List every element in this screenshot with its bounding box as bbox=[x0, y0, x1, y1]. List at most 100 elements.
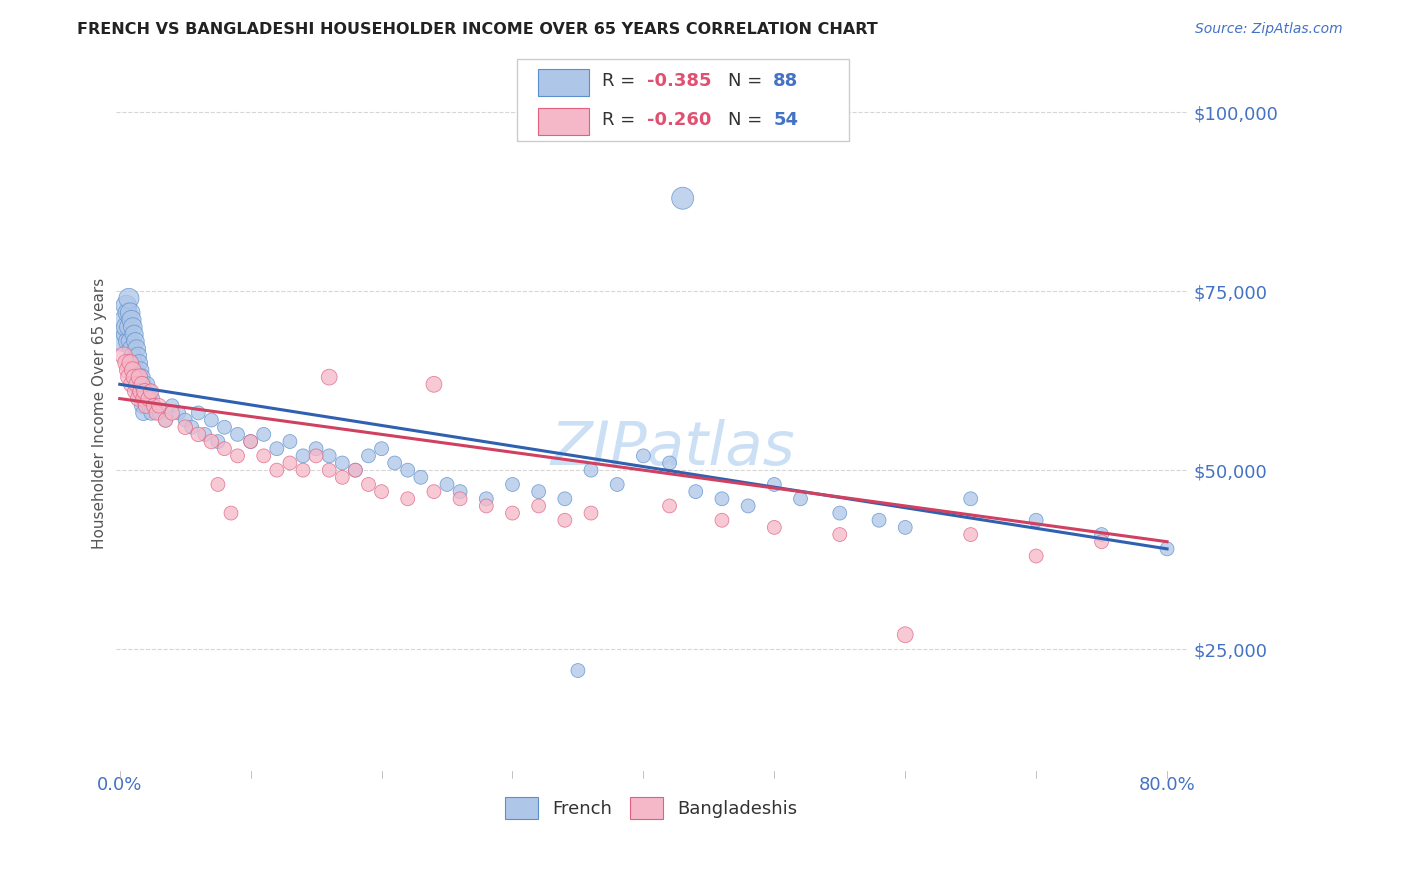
Point bbox=[239, 434, 262, 449]
Point bbox=[501, 477, 523, 491]
FancyBboxPatch shape bbox=[537, 108, 589, 135]
Point bbox=[129, 363, 152, 377]
Point bbox=[567, 664, 589, 678]
Point bbox=[253, 427, 276, 442]
Point bbox=[475, 491, 498, 506]
Y-axis label: Householder Income Over 65 years: Householder Income Over 65 years bbox=[93, 277, 107, 549]
Point bbox=[155, 413, 177, 427]
Point bbox=[959, 491, 981, 506]
Point bbox=[125, 370, 148, 384]
Point bbox=[828, 506, 851, 520]
Point bbox=[118, 292, 141, 306]
Point bbox=[129, 392, 152, 406]
Point bbox=[789, 491, 811, 506]
Point bbox=[112, 349, 135, 363]
Point bbox=[763, 477, 786, 491]
Text: N =: N = bbox=[728, 112, 768, 129]
Point bbox=[253, 449, 276, 463]
Point bbox=[894, 520, 917, 534]
Point bbox=[115, 356, 138, 370]
Point bbox=[121, 320, 143, 334]
Point bbox=[135, 392, 157, 406]
Point bbox=[134, 384, 156, 399]
Text: ZIPatlas: ZIPatlas bbox=[550, 419, 794, 478]
Point bbox=[135, 399, 157, 413]
Point bbox=[357, 477, 380, 491]
Point bbox=[239, 434, 262, 449]
Point bbox=[128, 370, 150, 384]
Point bbox=[710, 491, 733, 506]
Point bbox=[214, 442, 236, 456]
Point bbox=[1156, 541, 1178, 556]
Point bbox=[142, 399, 165, 413]
Point bbox=[579, 463, 602, 477]
Point bbox=[292, 463, 315, 477]
Point bbox=[128, 356, 150, 370]
Point bbox=[121, 342, 143, 356]
Point bbox=[344, 463, 367, 477]
Point bbox=[527, 484, 550, 499]
Point bbox=[449, 484, 471, 499]
Point bbox=[145, 406, 167, 420]
Point bbox=[131, 370, 153, 384]
Point bbox=[266, 463, 288, 477]
Point bbox=[138, 399, 160, 413]
Point bbox=[124, 363, 146, 377]
Point bbox=[187, 406, 209, 420]
Point bbox=[131, 399, 153, 413]
Point bbox=[155, 413, 177, 427]
Point bbox=[125, 342, 148, 356]
FancyBboxPatch shape bbox=[537, 69, 589, 95]
Point bbox=[187, 427, 209, 442]
Point bbox=[278, 434, 301, 449]
Legend: French, Bangladeshis: French, Bangladeshis bbox=[498, 789, 804, 826]
Point bbox=[357, 449, 380, 463]
Point bbox=[475, 499, 498, 513]
Point bbox=[685, 484, 707, 499]
Point bbox=[409, 470, 432, 484]
Point bbox=[141, 384, 163, 399]
Point bbox=[131, 377, 153, 392]
Point bbox=[330, 470, 353, 484]
Point bbox=[207, 434, 229, 449]
Point bbox=[554, 491, 576, 506]
Point bbox=[579, 506, 602, 520]
Point bbox=[124, 334, 146, 349]
Point bbox=[160, 399, 183, 413]
Point bbox=[117, 306, 139, 320]
FancyBboxPatch shape bbox=[517, 59, 849, 141]
Text: 88: 88 bbox=[773, 72, 799, 90]
Point bbox=[111, 334, 134, 349]
Point bbox=[127, 349, 149, 363]
Point bbox=[117, 363, 139, 377]
Point bbox=[121, 363, 143, 377]
Point bbox=[141, 406, 163, 420]
Text: Source: ZipAtlas.com: Source: ZipAtlas.com bbox=[1195, 22, 1343, 37]
Point bbox=[132, 392, 155, 406]
Point bbox=[436, 477, 458, 491]
Point bbox=[174, 420, 197, 434]
Point bbox=[112, 313, 135, 327]
Point bbox=[115, 299, 138, 313]
Point bbox=[305, 449, 328, 463]
Point bbox=[167, 406, 190, 420]
Point bbox=[219, 506, 242, 520]
Point bbox=[828, 527, 851, 541]
Point bbox=[121, 377, 143, 392]
Point bbox=[396, 463, 419, 477]
Point bbox=[118, 370, 141, 384]
Point bbox=[423, 484, 446, 499]
Point bbox=[180, 420, 202, 434]
Point bbox=[658, 499, 681, 513]
Point bbox=[959, 527, 981, 541]
Point bbox=[384, 456, 406, 470]
Point bbox=[226, 427, 249, 442]
Point bbox=[120, 356, 142, 370]
Point bbox=[124, 384, 146, 399]
Point bbox=[114, 327, 136, 342]
Point bbox=[148, 406, 170, 420]
Point bbox=[194, 427, 217, 442]
Point bbox=[121, 313, 143, 327]
Point bbox=[120, 306, 142, 320]
Point bbox=[278, 456, 301, 470]
